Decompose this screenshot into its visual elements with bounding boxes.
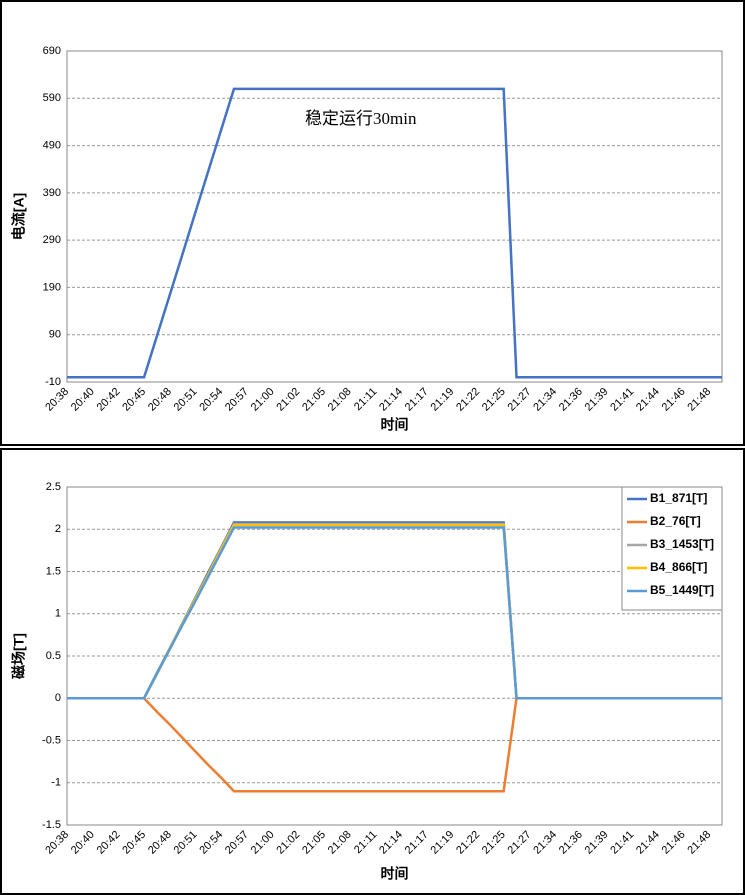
x-tick-label: 21:27 xyxy=(506,386,534,414)
legend-label: B4_866[T] xyxy=(650,560,707,574)
x-tick-label: 20:48 xyxy=(146,386,174,414)
x-tick-label: 21:44 xyxy=(634,386,662,414)
plot-border xyxy=(66,486,723,826)
x-tick-label: 21:22 xyxy=(454,829,482,857)
x-tick-label: 21:17 xyxy=(403,386,431,414)
y-tick-label: -1 xyxy=(51,777,61,789)
x-tick-label: 20:51 xyxy=(172,386,200,414)
y-tick-label: 90 xyxy=(49,329,61,341)
x-tick-label: 20:38 xyxy=(43,386,71,414)
x-tick-label: 21:05 xyxy=(300,386,328,414)
y-tick-label: 490 xyxy=(43,139,61,151)
current-chart: -109019029039049059069020:3820:4020:4220… xyxy=(0,0,745,446)
x-tick-label: 21:48 xyxy=(685,829,713,857)
y-tick-label: 290 xyxy=(43,234,61,246)
x-tick-label: 21:17 xyxy=(403,829,431,857)
x-tick-label: 21:02 xyxy=(274,829,302,857)
x-tick-label: 21:34 xyxy=(531,386,559,414)
x-tick-label: 20:51 xyxy=(172,829,200,857)
x-tick-label: 21:34 xyxy=(531,829,559,857)
x-tick-label: 20:57 xyxy=(223,386,251,414)
x-tick-label: 20:40 xyxy=(69,386,97,414)
x-tick-label: 21:22 xyxy=(454,386,482,414)
x-tick-label: 20:40 xyxy=(69,829,97,857)
x-tick-label: 21:27 xyxy=(506,829,534,857)
y-tick-label: 590 xyxy=(43,92,61,104)
plot-border xyxy=(66,50,723,383)
x-tick-label: 21:08 xyxy=(326,829,354,857)
data-line xyxy=(67,87,722,379)
x-tick-label: 21:25 xyxy=(480,829,508,857)
x-tick-label: 21:11 xyxy=(352,386,379,413)
y-tick-label: 0.5 xyxy=(46,650,61,662)
data-line xyxy=(67,697,722,793)
legend-label: B3_1453[T] xyxy=(650,537,714,551)
field-chart: -1.5-1-0.500.511.522.520:3820:4020:4220:… xyxy=(0,448,745,895)
x-tick-label: 21:46 xyxy=(660,386,688,414)
x-tick-label: 21:46 xyxy=(660,829,688,857)
y-tick-label: 1 xyxy=(55,608,61,620)
x-tick-label: 20:54 xyxy=(197,386,225,414)
y-tick-label: -0.5 xyxy=(42,734,61,746)
y-tick-label: 690 xyxy=(43,45,61,57)
x-tick-label: 21:19 xyxy=(429,386,457,414)
y-tick-label: 190 xyxy=(43,281,61,293)
y-tick-label: 2 xyxy=(55,523,61,535)
x-tick-label: 21:36 xyxy=(557,386,585,414)
x-tick-label: 21:48 xyxy=(685,386,713,414)
y-tick-label: 390 xyxy=(43,187,61,199)
x-tick-label: 21:00 xyxy=(249,829,277,857)
x-tick-label: 20:54 xyxy=(197,829,225,857)
x-tick-label: 20:45 xyxy=(120,386,148,414)
x-tick-label: 21:39 xyxy=(583,386,611,414)
legend-label: B1_871[T] xyxy=(650,491,707,505)
y-axis-label: 磁场[T] xyxy=(11,633,27,679)
x-tick-label: 21:41 xyxy=(608,386,636,414)
y-axis-label: 电流[A] xyxy=(11,193,27,240)
y-tick-label: -10 xyxy=(45,376,61,388)
x-tick-label: 21:39 xyxy=(583,829,611,857)
x-tick-label: 21:14 xyxy=(377,829,405,857)
y-tick-label: 2.5 xyxy=(46,481,61,493)
x-tick-label: 21:02 xyxy=(274,386,302,414)
x-axis-label: 时间 xyxy=(381,866,409,882)
x-tick-label: 20:38 xyxy=(43,829,71,857)
x-tick-label: 20:42 xyxy=(95,829,123,857)
panel-border xyxy=(0,448,745,895)
x-axis-label: 时间 xyxy=(381,417,409,433)
x-tick-label: 20:42 xyxy=(95,386,123,414)
x-tick-label: 21:25 xyxy=(480,386,508,414)
x-tick-label: 21:19 xyxy=(429,829,457,857)
y-tick-label: 1.5 xyxy=(46,565,61,577)
y-tick-label: -1.5 xyxy=(42,819,61,831)
x-tick-label: 21:14 xyxy=(377,386,405,414)
data-line xyxy=(67,526,722,700)
y-tick-label: 0 xyxy=(55,692,61,704)
x-tick-label: 21:08 xyxy=(326,386,354,414)
x-tick-label: 20:57 xyxy=(223,829,251,857)
panel-border xyxy=(0,0,745,446)
legend-box xyxy=(621,486,723,611)
x-tick-label: 21:41 xyxy=(608,829,636,857)
legend-label: B5_1449[T] xyxy=(650,583,714,597)
x-tick-label: 21:11 xyxy=(352,829,379,856)
x-tick-label: 21:36 xyxy=(557,829,585,857)
x-tick-label: 20:45 xyxy=(120,829,148,857)
x-tick-label: 21:00 xyxy=(249,386,277,414)
legend-label: B2_76[T] xyxy=(650,514,701,528)
x-tick-label: 21:05 xyxy=(300,829,328,857)
x-tick-label: 21:44 xyxy=(634,829,662,857)
x-tick-label: 20:48 xyxy=(146,829,174,857)
annotation: 稳定运行30min xyxy=(305,109,417,128)
